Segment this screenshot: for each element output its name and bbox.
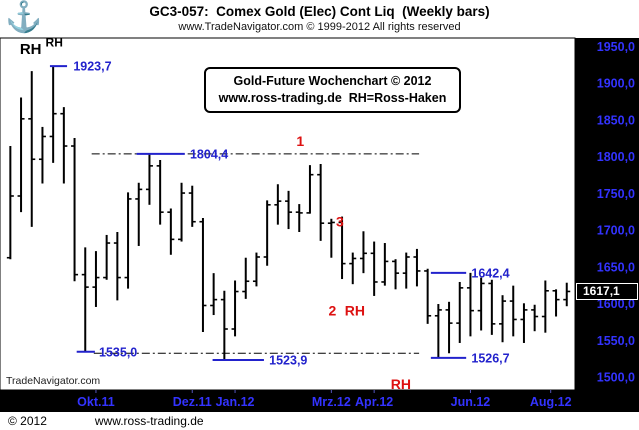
weekly-ohlc-bar — [520, 303, 528, 343]
ross-hook-label-red: 2 — [329, 303, 337, 319]
x-axis-label: Apr.12 — [355, 395, 393, 409]
y-axis-label: 1950,0 — [597, 40, 635, 54]
footer: © 2012 www.ross-trading.de — [0, 412, 639, 430]
weekly-ohlc-bar — [306, 165, 314, 214]
anchor-icon: ⚓ — [5, 1, 43, 34]
chart-legend: Gold-Future Wochenchart © 2012 www.ross-… — [204, 67, 461, 113]
x-axis-label: Jan.12 — [216, 395, 255, 409]
weekly-ohlc-bar — [156, 159, 164, 225]
weekly-ohlc-bar — [220, 290, 228, 360]
weekly-ohlc-bar — [263, 200, 271, 266]
weekly-ohlc-bar — [541, 280, 549, 333]
weekly-ohlc-bar — [531, 304, 539, 332]
weekly-ohlc-bar — [167, 208, 175, 255]
weekly-ohlc-bar — [413, 248, 421, 287]
weekly-ohlc-bar — [338, 216, 346, 280]
weekly-ohlc-bar — [231, 280, 239, 337]
weekly-ohlc-bar — [424, 268, 432, 324]
weekly-ohlc-bar — [17, 97, 25, 213]
weekly-ohlc-bar — [145, 153, 153, 205]
weekly-ohlc-bar — [563, 282, 571, 307]
weekly-ohlc-bar — [49, 66, 57, 163]
weekly-ohlc-bar — [38, 126, 46, 184]
weekly-ohlc-bar — [552, 289, 560, 317]
x-axis-label: Okt.11 — [77, 395, 115, 409]
ross-hook-label-red: RH — [391, 376, 411, 392]
chart-header: ⚓ GC3-057: Comex Gold (Elec) Cont Liq (W… — [0, 0, 639, 38]
weekly-ohlc-bar — [285, 190, 293, 230]
weekly-ohlc-bar — [445, 301, 453, 354]
weekly-ohlc-bar — [434, 304, 442, 358]
weekly-ohlc-bar — [188, 185, 196, 227]
weekly-ohlc-bar — [370, 241, 378, 296]
y-axis-label: 1850,0 — [597, 113, 635, 127]
weekly-ohlc-bar — [477, 277, 485, 331]
ross-hook-label-black: RH — [20, 41, 42, 58]
weekly-ohlc-bar — [488, 279, 496, 335]
weekly-ohlc-bar — [178, 182, 186, 242]
weekly-ohlc-bar — [242, 257, 250, 299]
weekly-ohlc-bar — [456, 281, 464, 343]
weekly-ohlc-bar — [92, 251, 100, 307]
x-axis-label: Dez.11 — [173, 395, 212, 409]
weekly-ohlc-bar — [135, 182, 143, 246]
weekly-ohlc-bar — [381, 243, 389, 286]
x-axis-label: Jun.12 — [451, 395, 491, 409]
price-level-label: 1642,4 — [471, 266, 509, 280]
weekly-ohlc-bar — [349, 252, 357, 285]
weekly-ohlc-bar — [199, 218, 207, 332]
watermark-text: TradeNavigator.com — [6, 375, 101, 387]
weekly-ohlc-bar — [124, 192, 132, 289]
last-price-tag: 1617,1 — [576, 283, 638, 301]
weekly-ohlc-bar — [359, 231, 367, 274]
y-axis-label: 1500,0 — [597, 371, 635, 385]
weekly-ohlc-bar — [28, 71, 36, 227]
weekly-ohlc-bar — [499, 295, 507, 343]
y-axis-label: 1900,0 — [597, 77, 635, 91]
y-axis-label: 1650,0 — [597, 260, 635, 274]
weekly-ohlc-bar — [317, 163, 325, 241]
price-level-label: 1526,7 — [471, 351, 509, 365]
x-axis-label: Aug.12 — [530, 395, 572, 409]
price-level-label: 1804,4 — [190, 147, 228, 161]
weekly-ohlc-bar — [113, 232, 121, 301]
weekly-ohlc-bar — [60, 107, 68, 184]
price-level-label: 1535,0 — [99, 345, 137, 359]
weekly-ohlc-bar — [103, 234, 111, 280]
weekly-ohlc-bar — [252, 252, 260, 287]
weekly-ohlc-bar — [295, 204, 303, 233]
y-axis-label: 1600,0 — [597, 297, 635, 311]
y-axis-label: 1800,0 — [597, 150, 635, 164]
legend-line-2: www.ross-trading.de RH=Ross-Haken — [218, 91, 447, 105]
chart-subtitle: www.TradeNavigator.com © 1999-2012 All r… — [178, 21, 461, 33]
weekly-ohlc-bar — [274, 184, 282, 225]
price-level-label: 1923,7 — [73, 60, 111, 74]
legend-line-1: Gold-Future Wochenchart © 2012 — [233, 74, 432, 88]
x-axis-label: Mrz.12 — [312, 395, 351, 409]
weekly-ohlc-bar — [71, 137, 79, 282]
price-level-label: 1523,9 — [269, 353, 307, 367]
chart-area: 1923,7 1804,4 1535,0 1523,9 1642,4 1526,7 1 3 2 R… — [0, 36, 639, 412]
footer-site-text: www.ross-trading.de — [94, 414, 204, 428]
weekly-ohlc-bar — [509, 285, 517, 337]
ross-hook-label-black: RH — [46, 36, 63, 50]
weekly-ohlc-bar — [392, 259, 400, 290]
weekly-ohlc-bar — [466, 272, 474, 337]
chart-title: GC3-057: Comex Gold (Elec) Cont Liq (Wee… — [149, 4, 490, 19]
footer-copyright: © 2012 — [8, 414, 47, 428]
ross-hook-label-red: 1 — [296, 133, 304, 149]
weekly-ohlc-bar — [210, 273, 218, 316]
weekly-ohlc-bar — [402, 252, 410, 289]
weekly-ohlc-bar — [6, 146, 14, 260]
y-axis-label: 1550,0 — [597, 334, 635, 348]
y-axis-label: 1750,0 — [597, 187, 635, 201]
y-axis-label: 1700,0 — [597, 224, 635, 238]
ross-hook-label-red: 3 — [336, 214, 344, 230]
ross-hook-label-red: RH — [345, 303, 365, 319]
weekly-ohlc-bar — [327, 218, 335, 258]
weekly-ohlc-bar — [81, 247, 89, 352]
